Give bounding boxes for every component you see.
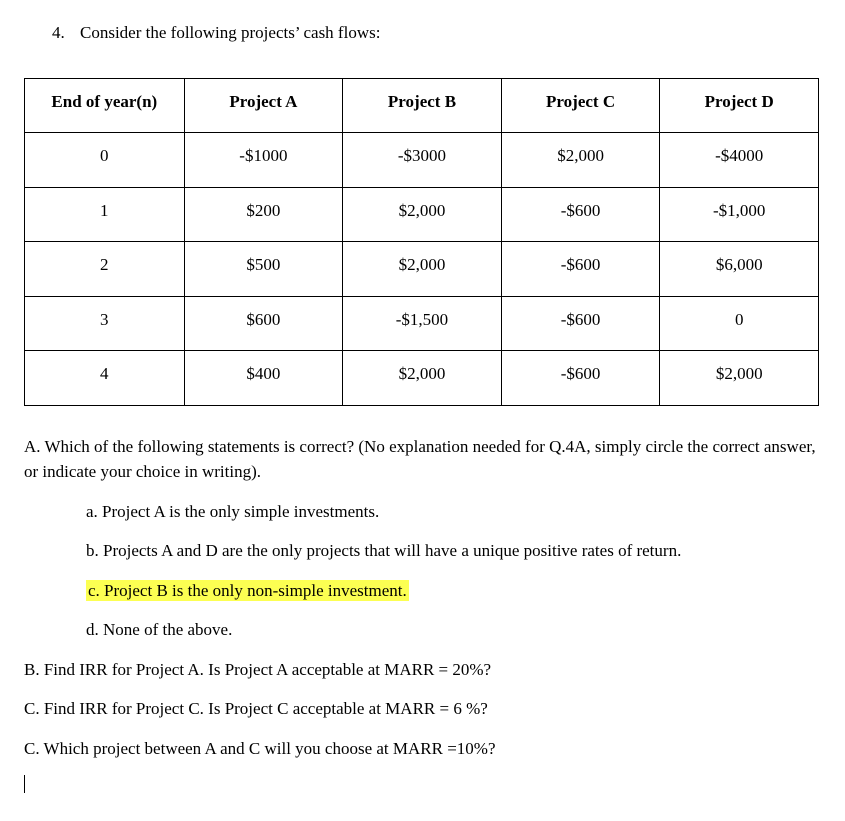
options-list: a. Project A is the only simple investme…	[86, 499, 821, 643]
table-row: 4$400$2,000-$600$2,000	[25, 351, 819, 406]
table-cell: -$600	[501, 187, 660, 242]
part-a-text: A. Which of the following statements is …	[24, 434, 821, 485]
table-cell: $600	[184, 296, 343, 351]
table-cell: 0	[25, 133, 185, 188]
table-cell: -$1000	[184, 133, 343, 188]
column-header: Project A	[184, 78, 343, 133]
table-cell: 1	[25, 187, 185, 242]
part-c: C. Find IRR for Project C. Is Project C …	[24, 696, 821, 722]
table-cell: -$600	[501, 351, 660, 406]
table-row: 2$500$2,000-$600$6,000	[25, 242, 819, 297]
table-cell: $2,000	[660, 351, 819, 406]
table-cell: -$1,000	[660, 187, 819, 242]
table-row: 3$600-$1,500-$6000	[25, 296, 819, 351]
table-cell: 0	[660, 296, 819, 351]
table-cell: -$600	[501, 242, 660, 297]
table-cell: 2	[25, 242, 185, 297]
table-row: 0-$1000-$3000$2,000-$4000	[25, 133, 819, 188]
question-header: 4. Consider the following projects’ cash…	[52, 20, 821, 46]
part-b: B. Find IRR for Project A. Is Project A …	[24, 657, 821, 683]
cashflow-table: End of year(n) Project A Project B Proje…	[24, 78, 819, 406]
table-cell: $400	[184, 351, 343, 406]
table-header-row: End of year(n) Project A Project B Proje…	[25, 78, 819, 133]
text-cursor	[24, 775, 821, 801]
table-cell: -$1,500	[343, 296, 502, 351]
table-cell: 4	[25, 351, 185, 406]
table-cell: $200	[184, 187, 343, 242]
table-cell: $2,000	[343, 351, 502, 406]
option-a: a. Project A is the only simple investme…	[86, 499, 821, 525]
question-text: Consider the following projects’ cash fl…	[80, 20, 380, 46]
column-header: Project C	[501, 78, 660, 133]
column-header: Project B	[343, 78, 502, 133]
table-cell: $2,000	[343, 242, 502, 297]
table-cell: -$4000	[660, 133, 819, 188]
column-header: End of year(n)	[25, 78, 185, 133]
option-b: b. Projects A and D are the only project…	[86, 538, 821, 564]
table-cell: $6,000	[660, 242, 819, 297]
part-c2: C. Which project between A and C will yo…	[24, 736, 821, 762]
question-number: 4.	[52, 20, 80, 46]
column-header: Project D	[660, 78, 819, 133]
table-cell: $500	[184, 242, 343, 297]
table-row: 1$200$2,000-$600-$1,000	[25, 187, 819, 242]
highlighted-text: c. Project B is the only non-simple inve…	[86, 580, 409, 601]
table-cell: $2,000	[501, 133, 660, 188]
table-cell: -$600	[501, 296, 660, 351]
table-cell: 3	[25, 296, 185, 351]
option-d: d. None of the above.	[86, 617, 821, 643]
table-cell: $2,000	[343, 187, 502, 242]
table-cell: -$3000	[343, 133, 502, 188]
option-c: c. Project B is the only non-simple inve…	[86, 578, 821, 604]
